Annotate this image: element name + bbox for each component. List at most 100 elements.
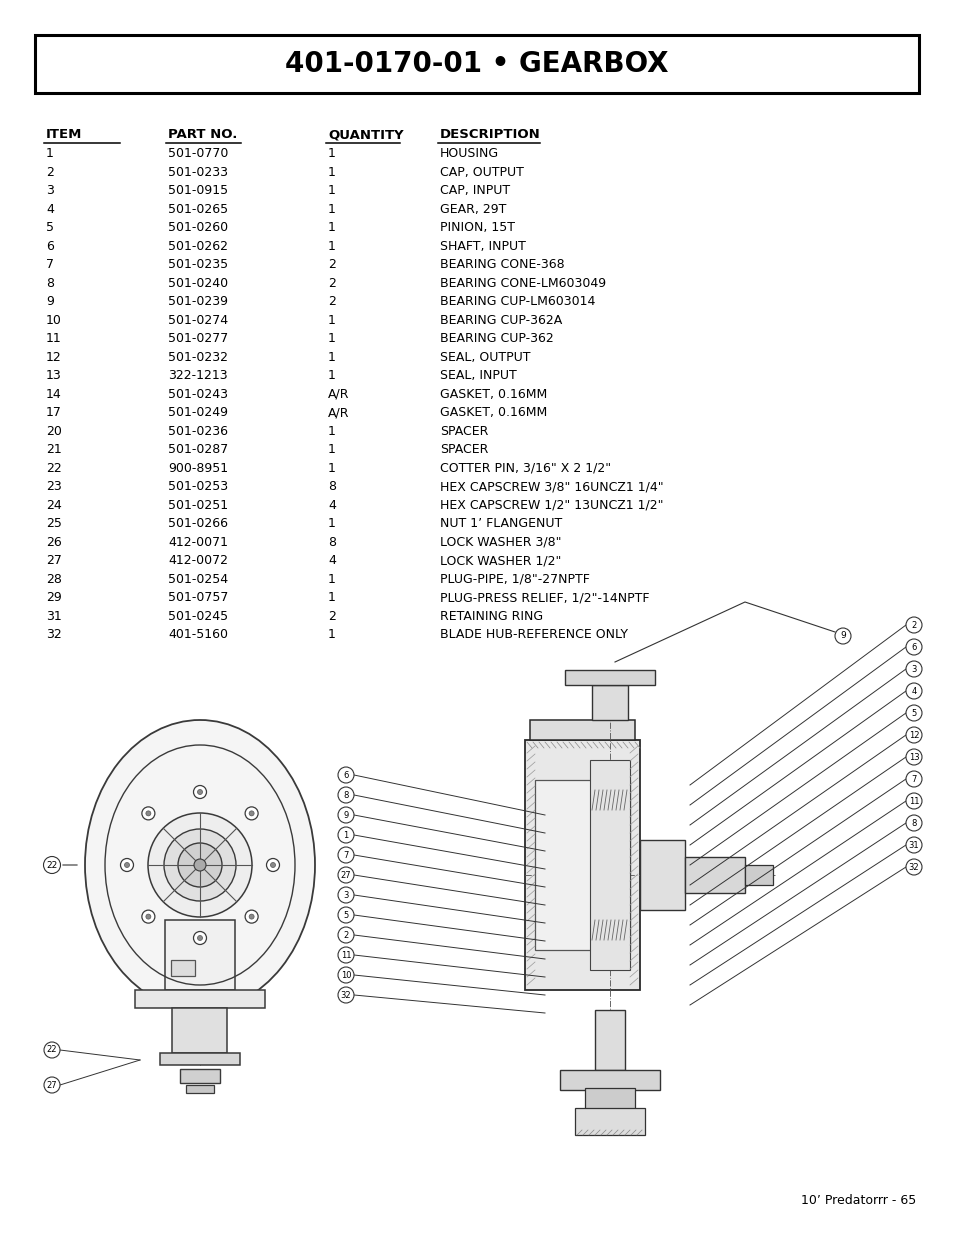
Circle shape (249, 914, 253, 919)
Circle shape (193, 931, 206, 945)
Text: SPACER: SPACER (439, 443, 488, 456)
Text: 7: 7 (910, 774, 916, 783)
Bar (171, 960, 194, 976)
Text: 8: 8 (328, 536, 335, 548)
Circle shape (834, 629, 850, 643)
Circle shape (337, 847, 354, 863)
Text: 900-8951: 900-8951 (168, 462, 228, 474)
Text: 501-0915: 501-0915 (168, 184, 228, 198)
Text: 9: 9 (840, 631, 845, 641)
Text: 7: 7 (343, 851, 349, 860)
Circle shape (142, 806, 154, 820)
Text: 1: 1 (328, 629, 335, 641)
Bar (165, 920, 234, 990)
Bar (592, 685, 627, 720)
Text: 412-0072: 412-0072 (168, 555, 228, 567)
Text: RETAINING RING: RETAINING RING (439, 610, 542, 622)
Text: 12: 12 (908, 730, 919, 740)
Circle shape (197, 935, 202, 941)
Text: 24: 24 (46, 499, 62, 511)
Text: 501-0235: 501-0235 (168, 258, 228, 272)
Text: 27: 27 (340, 871, 351, 879)
Text: 501-0757: 501-0757 (168, 592, 228, 604)
Text: LOCK WASHER 1/2": LOCK WASHER 1/2" (439, 555, 560, 567)
Bar (180, 1070, 220, 1083)
Circle shape (905, 837, 921, 853)
Text: 501-0249: 501-0249 (168, 406, 228, 419)
Text: PLUG-PIPE, 1/8"-27NPTF: PLUG-PIPE, 1/8"-27NPTF (439, 573, 589, 585)
Text: 22: 22 (46, 462, 62, 474)
Circle shape (905, 793, 921, 809)
Text: HEX CAPSCREW 3/8" 16UNCZ1 1/4": HEX CAPSCREW 3/8" 16UNCZ1 1/4" (439, 480, 663, 493)
Text: 3: 3 (910, 664, 916, 673)
Text: 6: 6 (343, 771, 349, 779)
Text: 10’ Predatorrr - 65: 10’ Predatorrr - 65 (800, 1194, 915, 1207)
Text: 11: 11 (340, 951, 351, 960)
Text: 501-0240: 501-0240 (168, 277, 228, 289)
Text: 1: 1 (328, 147, 335, 161)
Text: BEARING CONE-368: BEARING CONE-368 (439, 258, 564, 272)
Circle shape (337, 887, 354, 903)
Text: 17: 17 (46, 406, 62, 419)
Bar (35, 35, 918, 93)
Text: 501-0233: 501-0233 (168, 165, 228, 179)
Text: 20: 20 (46, 425, 62, 437)
Text: 5: 5 (343, 910, 348, 920)
Text: 501-0232: 501-0232 (168, 351, 228, 363)
Text: HEX CAPSCREW 1/2" 13UNCZ1 1/2": HEX CAPSCREW 1/2" 13UNCZ1 1/2" (439, 499, 662, 511)
Text: 1: 1 (328, 221, 335, 235)
Text: 412-0071: 412-0071 (168, 536, 228, 548)
Circle shape (44, 1042, 60, 1058)
Circle shape (120, 858, 133, 872)
Text: 6: 6 (46, 240, 53, 253)
Text: 501-0245: 501-0245 (168, 610, 228, 622)
Circle shape (905, 683, 921, 699)
Text: 12: 12 (46, 351, 62, 363)
Text: 11: 11 (46, 332, 62, 345)
Circle shape (249, 811, 253, 816)
Text: 23: 23 (46, 480, 62, 493)
Bar (744, 864, 772, 885)
Text: 1: 1 (328, 240, 335, 253)
Text: 32: 32 (46, 629, 62, 641)
Text: 4: 4 (328, 499, 335, 511)
Text: 501-0262: 501-0262 (168, 240, 228, 253)
Text: 11: 11 (908, 797, 919, 805)
Bar (524, 740, 639, 990)
Text: 2: 2 (328, 610, 335, 622)
Text: 501-0265: 501-0265 (168, 203, 228, 216)
Bar (135, 990, 265, 1008)
Circle shape (337, 987, 354, 1003)
Text: 501-0260: 501-0260 (168, 221, 228, 235)
Text: 401-5160: 401-5160 (168, 629, 228, 641)
Text: 1: 1 (328, 443, 335, 456)
Text: 1: 1 (328, 462, 335, 474)
Text: 322-1213: 322-1213 (168, 369, 228, 382)
Circle shape (905, 618, 921, 634)
Circle shape (44, 857, 60, 873)
Circle shape (337, 827, 354, 844)
Bar (535, 781, 629, 950)
Text: 5: 5 (46, 221, 54, 235)
Text: 2: 2 (343, 930, 348, 940)
Text: 1: 1 (328, 165, 335, 179)
Circle shape (148, 813, 252, 918)
Text: 1: 1 (328, 592, 335, 604)
Text: QUANTITY: QUANTITY (328, 128, 403, 141)
Text: 9: 9 (46, 295, 53, 308)
Text: A/R: A/R (328, 406, 349, 419)
Circle shape (905, 771, 921, 787)
Text: CAP, INPUT: CAP, INPUT (439, 184, 510, 198)
Text: 2: 2 (46, 165, 53, 179)
Circle shape (164, 829, 235, 902)
Text: 27: 27 (47, 1081, 57, 1089)
Text: 9: 9 (343, 810, 348, 820)
Bar (530, 720, 635, 740)
Text: 501-0243: 501-0243 (168, 388, 228, 400)
Text: BEARING CUP-362A: BEARING CUP-362A (439, 314, 561, 326)
Text: GASKET, 0.16MM: GASKET, 0.16MM (439, 406, 547, 419)
Text: 27: 27 (46, 555, 62, 567)
Text: 1: 1 (328, 203, 335, 216)
Circle shape (146, 914, 151, 919)
Circle shape (905, 860, 921, 876)
